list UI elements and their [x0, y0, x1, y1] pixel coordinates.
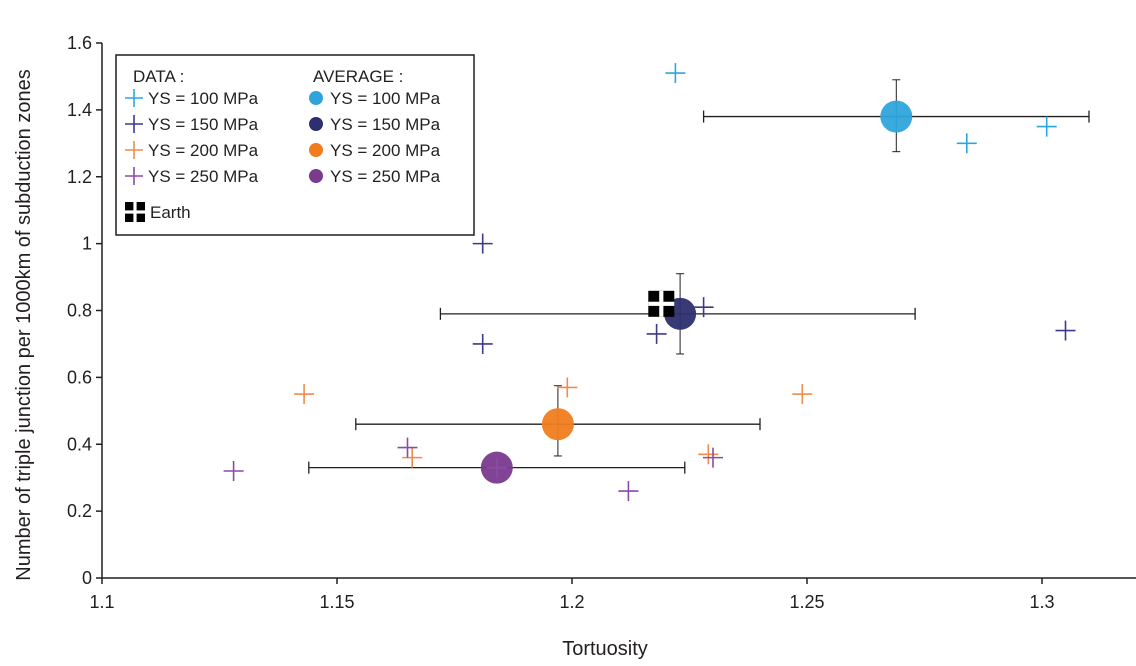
y-tick-label: 0.2: [67, 501, 92, 521]
earth-cross-h: [648, 301, 675, 306]
earth-cross-h: [125, 210, 145, 214]
y-axis-title: Number of triple junction per 1000km of …: [13, 69, 35, 580]
legend-earth-marker: [125, 202, 145, 222]
legend-average-label: YS = 250 MPa: [330, 167, 441, 186]
x-tick-label: 1.1: [89, 592, 114, 612]
legend-average-header: AVERAGE :: [313, 67, 403, 86]
y-tick-label: 1.6: [67, 33, 92, 53]
legend-average-marker: [309, 143, 323, 157]
legend-average-marker: [309, 169, 323, 183]
legend: DATA : AVERAGE : YS = 100 MPa YS = 150 MP…: [115, 54, 475, 236]
y-tick-label: 1: [82, 234, 92, 254]
y-tick-label: 0.6: [67, 367, 92, 387]
x-tick-label: 1.25: [789, 592, 824, 612]
earth-point: [648, 290, 675, 317]
y-tick-label: 0.8: [67, 301, 92, 321]
y-tick-label: 0.4: [67, 434, 92, 454]
x-tick-label: 1.15: [319, 592, 354, 612]
legend-average-label: YS = 100 MPa: [330, 89, 441, 108]
legend-data-label: YS = 200 MPa: [148, 141, 259, 160]
legend-average-marker: [309, 117, 323, 131]
x-tick-label: 1.2: [559, 592, 584, 612]
y-tick-label: 0: [82, 568, 92, 588]
axes-group: 1.1 1.15 1.2 1.25 1.3 0 0.2 0.4 0.6 0.8 1 1.2 1.4 1.6: [67, 33, 1136, 612]
legend-data-header: DATA :: [133, 67, 184, 86]
legend-earth-label: Earth: [150, 203, 191, 222]
legend-average-marker: [309, 91, 323, 105]
y-tick-label: 1.4: [67, 100, 92, 120]
legend-data-label: YS = 100 MPa: [148, 89, 259, 108]
legend-data-label: YS = 150 MPa: [148, 115, 259, 134]
average-point: [880, 100, 913, 133]
x-axis-title: Tortuosity: [562, 638, 648, 660]
legend-data-label: YS = 250 MPa: [148, 167, 259, 186]
legend-average-label: YS = 150 MPa: [330, 115, 441, 134]
average-point: [541, 408, 574, 441]
data-marks-group: [223, 63, 1076, 502]
y-tick-label: 1.2: [67, 167, 92, 187]
legend-box: [115, 54, 475, 236]
legend-average-label: YS = 200 MPa: [330, 141, 441, 160]
x-tick-label: 1.3: [1029, 592, 1054, 612]
